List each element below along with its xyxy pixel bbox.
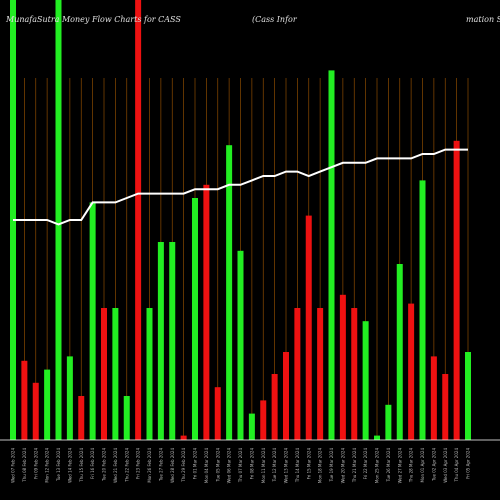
x-tick-label: Fri 05 Apr 2024	[466, 448, 471, 479]
x-tick-label: Tue 20 Feb 2024	[102, 448, 107, 482]
money-flow-bar	[66, 356, 73, 440]
money-flow-bar	[21, 360, 28, 440]
x-tick-label: Thu 14 Mar 2024	[295, 448, 300, 484]
money-flow-bar	[385, 404, 392, 440]
x-tick-label: Thu 04 Apr 2024	[454, 448, 459, 483]
money-flow-bar	[317, 308, 324, 440]
x-tick-label: Thu 22 Feb 2024	[124, 448, 129, 483]
x-tick-label: Thu 29 Feb 2024	[181, 448, 186, 483]
money-flow-bar	[396, 264, 403, 440]
x-tick-label: Tue 13 Feb 2024	[56, 448, 61, 482]
money-flow-bar	[135, 0, 142, 440]
money-flow-bar	[339, 294, 346, 440]
money-flow-bar	[169, 242, 176, 440]
x-tick-label: Mon 12 Feb 2024	[45, 448, 50, 483]
money-flow-bar	[237, 250, 244, 440]
x-tick-label: Mon 11 Mar 2024	[261, 448, 266, 484]
x-tick-label: Tue 26 Mar 2024	[386, 448, 391, 483]
x-tick-label: Wed 06 Mar 2024	[227, 448, 232, 484]
money-flow-bar	[101, 308, 107, 440]
title-left: MunafaSutra Money Flow Charts for CASS	[5, 15, 181, 24]
money-flow-bar	[32, 382, 39, 440]
x-tick-label: Tue 12 Mar 2024	[272, 448, 277, 483]
x-tick-label: Thu 28 Mar 2024	[409, 448, 414, 484]
x-tick-label: Thu 15 Feb 2024	[79, 448, 84, 483]
x-tick-labels: Wed 07 Feb 2024 Thu 08 Feb 2024 Fri 09 Feb…	[11, 448, 471, 484]
x-tick-label: Mon 25 Mar 2024	[375, 448, 380, 484]
x-tick-label: Fri 01 Mar 2024	[193, 448, 198, 480]
money-flow-bar	[146, 308, 153, 440]
title-mid: (Cass Infor	[252, 15, 298, 24]
x-tick-label: Wed 27 Mar 2024	[397, 448, 402, 484]
x-tick-label: Fri 23 Feb 2024	[136, 448, 141, 479]
money-flow-bar	[44, 369, 51, 440]
title-right: mation S	[466, 15, 500, 24]
x-tick-label: Wed 07 Feb 2024	[11, 448, 16, 483]
x-tick-label: Wed 28 Feb 2024	[170, 448, 175, 483]
money-flow-bar	[214, 387, 221, 440]
money-flow-bar	[419, 180, 426, 440]
money-flow-bar	[374, 435, 380, 440]
x-tick-label: Tue 02 Apr 2024	[431, 448, 436, 482]
x-tick-label: Tue 27 Feb 2024	[158, 448, 163, 482]
money-flow-bar	[305, 215, 312, 440]
x-tick-label: Tue 19 Mar 2024	[329, 448, 334, 483]
money-flow-bar	[465, 352, 471, 440]
money-flow-bar	[89, 202, 96, 440]
x-tick-label: Thu 08 Feb 2024	[22, 448, 27, 483]
x-tick-label: Fri 08 Mar 2024	[249, 448, 254, 480]
x-tick-label: Mon 04 Mar 2024	[204, 448, 209, 484]
x-tick-label: Mon 26 Feb 2024	[147, 448, 152, 483]
money-flow-bar	[248, 413, 255, 440]
money-flow-bar	[226, 145, 233, 440]
x-tick-label: Fri 22 Mar 2024	[363, 448, 368, 480]
money-flow-bar	[123, 396, 130, 440]
money-flow-bar	[260, 400, 267, 440]
x-tick-label: Wed 03 Apr 2024	[443, 448, 448, 483]
x-tick-label: Wed 14 Feb 2024	[67, 448, 72, 483]
x-tick-label: Mon 18 Mar 2024	[318, 448, 323, 484]
x-tick-label: Wed 20 Mar 2024	[340, 448, 345, 484]
money-flow-bar	[78, 396, 85, 440]
money-flow-bar	[453, 140, 460, 441]
x-tick-label: Thu 21 Mar 2024	[352, 448, 357, 484]
money-flow-bar	[55, 0, 62, 440]
x-tick-label: Mon 01 Apr 2024	[420, 448, 425, 483]
money-flow-bar	[328, 70, 335, 441]
x-tick-label: Wed 13 Mar 2024	[284, 448, 289, 484]
x-tick-label: Tue 05 Mar 2024	[215, 448, 220, 483]
x-tick-label: Fri 09 Feb 2024	[33, 448, 38, 479]
x-tick-label: Fri 15 Mar 2024	[306, 448, 311, 480]
money-flow-bar	[157, 242, 164, 440]
money-flow-bar	[408, 303, 415, 440]
money-flow-bar	[351, 308, 358, 440]
money-flow-bar	[203, 184, 210, 440]
money-flow-line	[13, 148, 468, 226]
x-tick-label: Thu 07 Mar 2024	[238, 448, 243, 484]
money-flow-bar	[283, 352, 289, 440]
bars	[10, 0, 471, 441]
money-flow-bar	[294, 308, 301, 440]
money-flow-bar	[442, 374, 449, 440]
x-tick-label: Fri 16 Feb 2024	[90, 448, 95, 479]
x-tick-label: Wed 21 Feb 2024	[113, 448, 118, 483]
money-flow-bar	[430, 356, 437, 440]
money-flow-bar	[180, 435, 187, 440]
money-flow-bar	[112, 308, 119, 440]
money-flow-bar	[271, 374, 278, 440]
money-flow-bar	[192, 198, 198, 440]
money-flow-bar	[362, 321, 369, 440]
